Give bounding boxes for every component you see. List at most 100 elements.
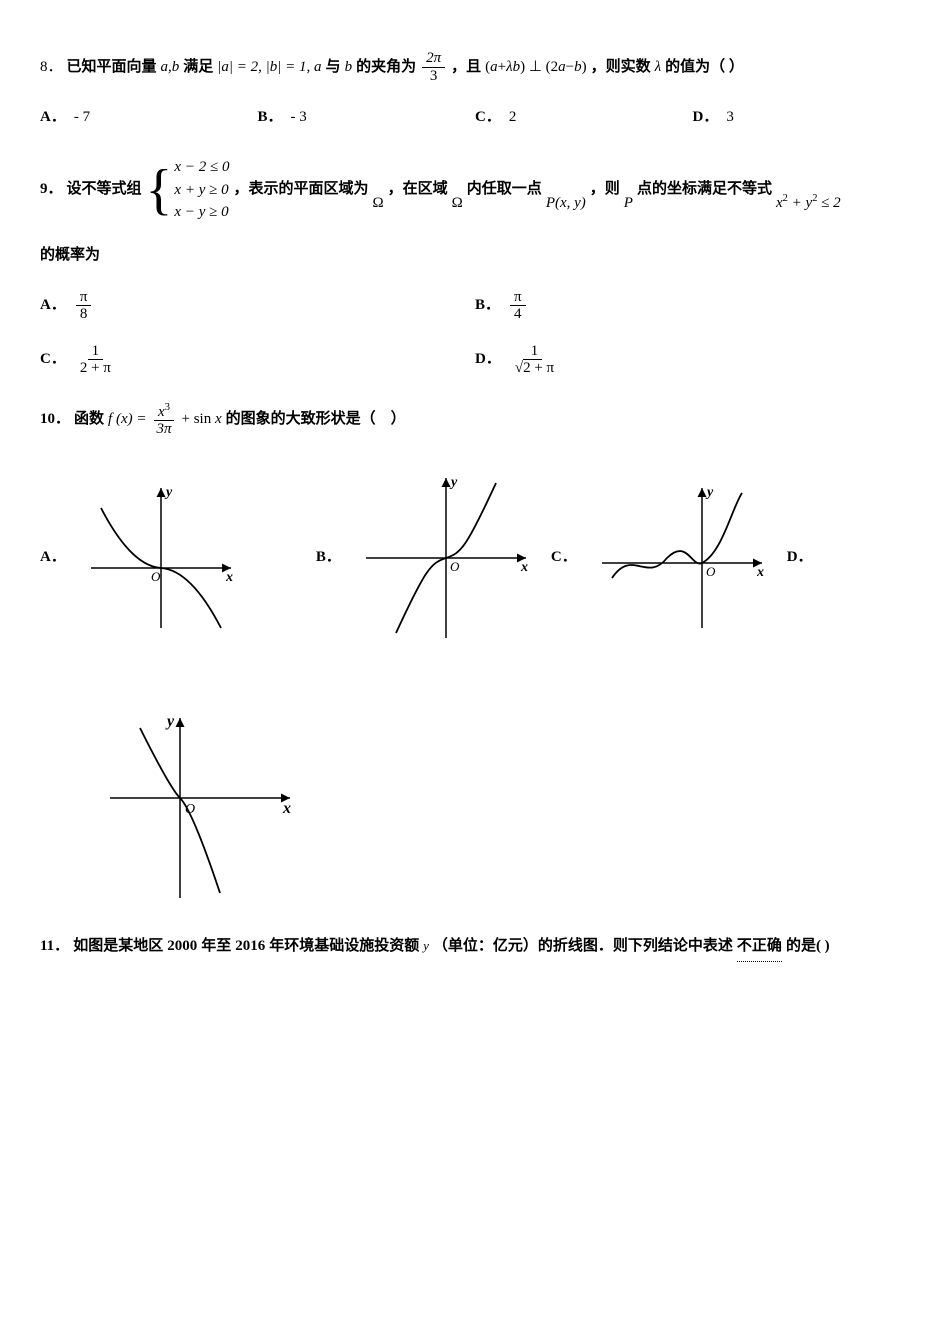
question-10: 10． 函数 f (x) = x3 3π + sin x 的图象的大致形状是（ … [40, 402, 910, 908]
q8-opt-c: C． 2 [475, 104, 693, 131]
q10-d-label: D． [787, 544, 813, 571]
q8-text-6: ，则实数 [591, 54, 651, 81]
svg-text:y: y [449, 475, 458, 490]
q8-text-3: 与 [326, 54, 341, 81]
q8-abs: |a| = 2, |b| = 1, a [217, 54, 321, 81]
q11-text-5: 的是( ) [786, 933, 830, 960]
q11-text-1: 如图是某地区 [73, 933, 163, 960]
svg-text:y: y [165, 713, 175, 730]
q8-text-2: 满足 [183, 54, 213, 81]
q10-fx: f (x) = [108, 406, 146, 433]
question-8: 8． 已知平面向量 a,b 满足 |a| = 2, |b| = 1, a 与 b… [40, 50, 910, 131]
q9-options-1: A． π 8 B． π 4 [40, 289, 910, 323]
q9-P: P [624, 190, 633, 217]
q9-pxy: P(x, y) [546, 190, 586, 217]
q8-stem: 8． 已知平面向量 a,b 满足 |a| = 2, |b| = 1, a 与 b… [40, 50, 910, 84]
q11-y: y [423, 935, 429, 958]
q8-d-val: 3 [726, 104, 734, 131]
q11-number: 11． [40, 933, 69, 960]
q8-a-label: A． [40, 104, 66, 131]
q9-d-den: √2 + π [511, 360, 558, 377]
q11-stem: 11． 如图是某地区 2000 年至 2016 年环境基础设施投资额 y （单位… [40, 933, 910, 960]
q10-stem: 10． 函数 f (x) = x3 3π + sin x 的图象的大致形状是（ … [40, 402, 910, 438]
svg-text:O: O [706, 564, 716, 579]
q9-text-2: ，表示的平面区域为 [233, 176, 368, 203]
q8-text-7: 的值为（ ） [665, 54, 744, 81]
svg-text:O: O [151, 569, 161, 584]
q9-sys3: x − y ≥ 0 [174, 201, 229, 224]
q11-not: 不正确 [737, 933, 782, 960]
q9-d-num: 1 [527, 343, 543, 361]
q9-c-num: 1 [88, 343, 104, 361]
q8-options: A． - 7 B． - 3 C． 2 D． 3 [40, 104, 910, 131]
q8-b: b [345, 54, 353, 81]
q8-b-val: - 3 [291, 104, 307, 131]
graph-d-wrap: y x O [100, 708, 910, 908]
graph-b: y x O [356, 468, 536, 648]
svg-text:x: x [756, 565, 764, 580]
graph-c: y x O [592, 478, 772, 638]
q10-plus: + sin x [181, 406, 221, 433]
q9-text-1: 设不等式组 [67, 176, 142, 203]
q8-opt-a: A． - 7 [40, 104, 258, 131]
q8-frac: 2π 3 [422, 50, 445, 84]
q9-stem: 9． 设不等式组 { x − 2 ≤ 0 x + y ≥ 0 x − y ≥ 0… [40, 156, 910, 224]
brace-icon: { [146, 165, 173, 215]
svg-text:y: y [164, 485, 173, 500]
q8-opt-d: D． 3 [693, 104, 911, 131]
svg-text:O: O [450, 559, 460, 574]
q8-a-val: - 7 [74, 104, 90, 131]
q11-text-3: 年环境基础设施投资额 [269, 933, 419, 960]
q9-opt-a: A． π 8 [40, 289, 475, 323]
q9-a-label: A． [40, 292, 66, 319]
question-9: 9． 设不等式组 { x − 2 ≤ 0 x + y ≥ 0 x − y ≥ 0… [40, 156, 910, 377]
q8-c-label: C． [475, 104, 501, 131]
q9-text-4: 内任取一点 [467, 176, 542, 203]
q8-b-label: B． [258, 104, 283, 131]
q10-fden: 3π [152, 421, 175, 438]
q9-ineq: x2 + y2 ≤ 2 [776, 190, 841, 217]
q10-text-2: 的图象的大致形状是（ ） [226, 406, 406, 433]
q10-a-label: A． [40, 544, 66, 571]
q10-number: 10． [40, 406, 70, 433]
q9-system: { x − 2 ≤ 0 x + y ≥ 0 x − y ≥ 0 [146, 156, 230, 224]
q9-c-label: C． [40, 346, 66, 373]
q11-yr1: 2000 [167, 933, 197, 960]
q9-opt-b: B． π 4 [475, 289, 910, 323]
q9-number: 9． [40, 176, 63, 203]
q9-text-3: ，在区域 [388, 176, 448, 203]
q8-frac-num: 2π [422, 50, 445, 68]
q8-number: 8． [40, 54, 63, 81]
q9-b-label: B． [475, 292, 500, 319]
q8-frac-den: 3 [426, 68, 442, 85]
q10-text-1: 函数 [74, 406, 104, 433]
q10-fnum: x3 [154, 402, 174, 422]
svg-text:x: x [282, 800, 291, 817]
q11-text-4: （单位：亿元）的折线图．则下列结论中表述 [433, 933, 733, 960]
q10-graphs: A． y x O B． y x O C． y x O [40, 468, 910, 648]
q8-d-label: D． [693, 104, 719, 131]
q8-text-1: 已知平面向量 [67, 54, 157, 81]
graph-a: y x O [81, 478, 241, 638]
q10-b-label: B． [316, 544, 341, 571]
q9-sys2: x + y ≥ 0 [174, 179, 229, 202]
q9-a-den: 8 [76, 306, 92, 323]
q9-ext: 的概率为 [40, 242, 910, 269]
svg-text:x: x [520, 560, 528, 575]
q8-lambda: λ [655, 54, 662, 81]
graph-d: y x O [100, 708, 300, 908]
q11-text-2: 年至 [201, 933, 231, 960]
q9-opt-d: D． 1 √2 + π [475, 343, 910, 377]
q8-perp: (a+λb) ⊥ (2a−b) [485, 54, 587, 81]
q10-c-label: C． [551, 544, 577, 571]
q9-d-label: D． [475, 346, 501, 373]
q9-sys1: x − 2 ≤ 0 [174, 156, 229, 179]
svg-text:y: y [705, 485, 714, 500]
q8-text-5: ，且 [451, 54, 481, 81]
q8-text-4: 的夹角为 [356, 54, 416, 81]
svg-text:x: x [225, 570, 233, 585]
q9-a-num: π [76, 289, 92, 307]
q8-opt-b: B． - 3 [258, 104, 476, 131]
q9-text-5: ，则 [590, 176, 620, 203]
q9-opt-c: C． 1 2 + π [40, 343, 475, 377]
